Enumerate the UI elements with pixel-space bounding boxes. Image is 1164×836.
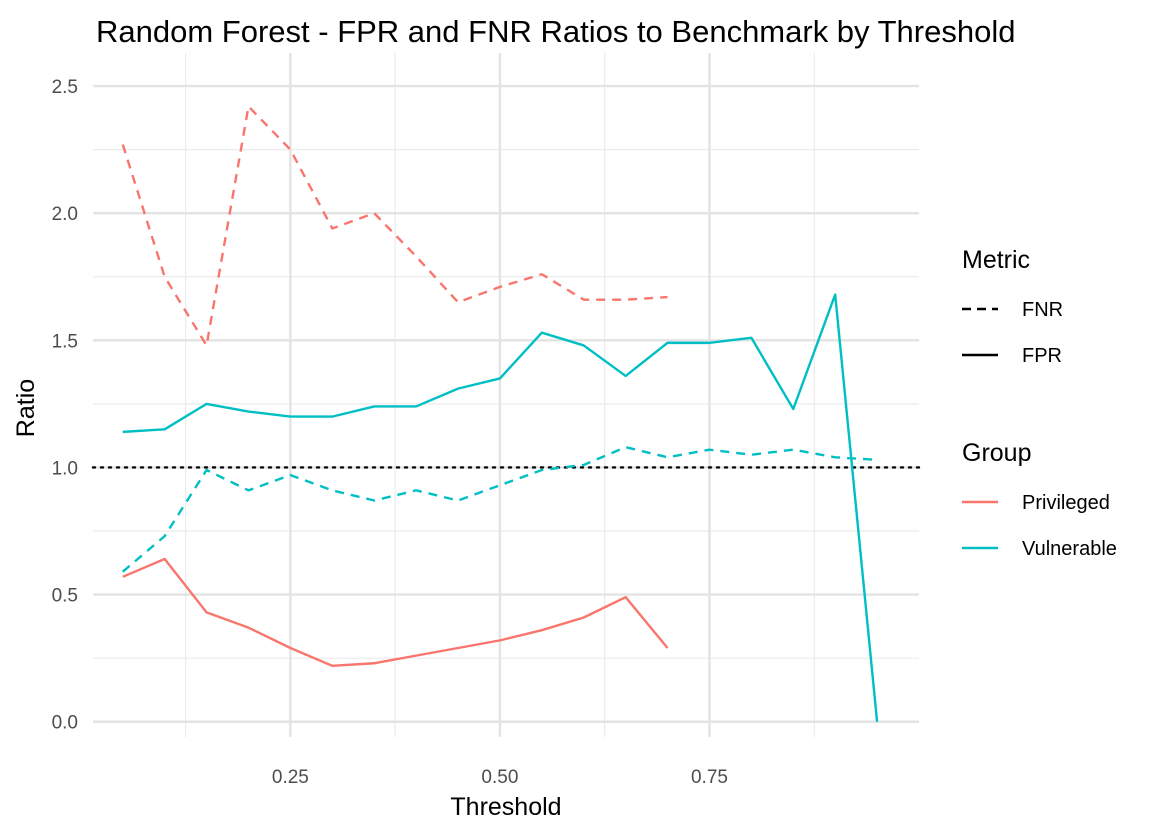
x-tick-label-0: 0.25 bbox=[272, 767, 309, 788]
y-axis-title: Ratio bbox=[12, 379, 40, 437]
chart-title: Random Forest - FPR and FNR Ratios to Be… bbox=[96, 14, 1015, 49]
series-line-vulnerable-fnr bbox=[121, 445, 878, 573]
y-tick-label-3: 1.5 bbox=[52, 331, 78, 352]
legend-fnr-label: FNR bbox=[1022, 299, 1063, 321]
y-tick-label-2: 1.0 bbox=[52, 458, 78, 479]
y-tick-labels: 0.0 0.5 1.0 1.5 2.0 2.5 bbox=[52, 77, 78, 734]
series-line-privileged-fpr bbox=[122, 557, 669, 667]
x-axis-title: Threshold bbox=[450, 793, 561, 821]
legend: Metric FNR FPR Group Privileged Vulnerab… bbox=[962, 246, 1117, 560]
x-tick-label-2: 0.75 bbox=[691, 767, 728, 788]
y-tick-label-1: 0.5 bbox=[52, 586, 78, 607]
series-line-privileged-fnr bbox=[121, 105, 668, 347]
legend-privileged-label: Privileged bbox=[1022, 492, 1110, 514]
y-tick-label-0: 0.0 bbox=[52, 713, 78, 734]
minor-gridlines bbox=[93, 53, 919, 737]
x-tick-labels: 0.25 0.50 0.75 bbox=[272, 767, 728, 788]
y-tick-label-5: 2.5 bbox=[52, 77, 78, 98]
major-gridlines bbox=[93, 53, 919, 737]
legend-vulnerable-label: Vulnerable bbox=[1022, 538, 1117, 560]
legend-metric-title: Metric bbox=[962, 246, 1030, 274]
x-tick-label-1: 0.50 bbox=[481, 767, 518, 788]
series-line-vulnerable-fpr bbox=[122, 293, 879, 722]
legend-fpr-label: FPR bbox=[1022, 345, 1062, 367]
series-layer bbox=[121, 105, 879, 722]
legend-group-title: Group bbox=[962, 439, 1031, 467]
y-tick-label-4: 2.0 bbox=[52, 204, 78, 225]
